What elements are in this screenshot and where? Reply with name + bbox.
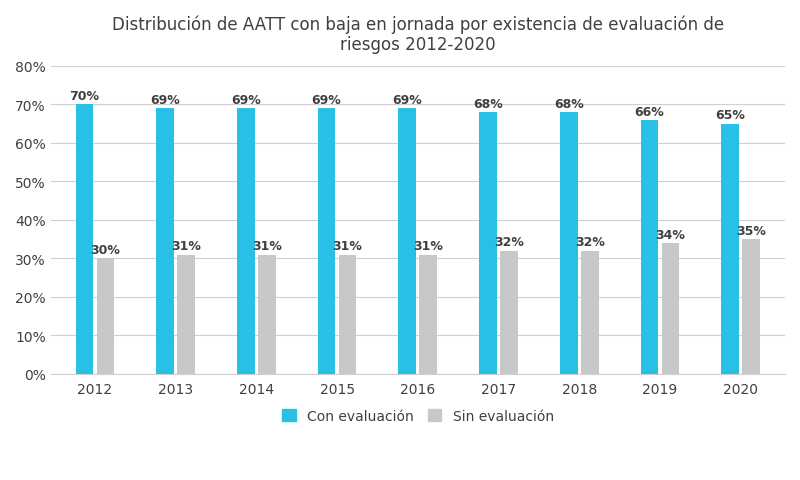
Bar: [258, 255, 276, 374]
Title: Distribución de AATT con baja en jornada por existencia de evaluación de
riesgos: Distribución de AATT con baja en jornada…: [112, 15, 724, 54]
Bar: [398, 109, 416, 374]
Bar: [338, 255, 357, 374]
Bar: [722, 124, 739, 374]
Text: 31%: 31%: [252, 240, 282, 252]
Text: 65%: 65%: [715, 109, 745, 122]
Bar: [662, 243, 679, 374]
Bar: [178, 255, 195, 374]
Text: 35%: 35%: [736, 224, 766, 237]
Text: 69%: 69%: [231, 94, 261, 107]
Bar: [641, 120, 658, 374]
Bar: [318, 109, 335, 374]
Bar: [156, 109, 174, 374]
Text: 31%: 31%: [333, 240, 362, 252]
Bar: [479, 113, 497, 374]
Bar: [560, 113, 578, 374]
Bar: [500, 251, 518, 374]
Text: 30%: 30%: [90, 243, 121, 256]
Text: 31%: 31%: [171, 240, 201, 252]
Bar: [237, 109, 254, 374]
Legend: Con evaluación, Sin evaluación: Con evaluación, Sin evaluación: [276, 404, 559, 429]
Bar: [97, 259, 114, 374]
Text: 66%: 66%: [634, 105, 664, 118]
Text: 32%: 32%: [494, 236, 524, 249]
Text: 69%: 69%: [150, 94, 180, 107]
Text: 68%: 68%: [554, 97, 583, 110]
Text: 69%: 69%: [393, 94, 422, 107]
Text: 68%: 68%: [473, 97, 503, 110]
Bar: [419, 255, 437, 374]
Text: 34%: 34%: [655, 228, 686, 241]
Bar: [76, 105, 94, 374]
Text: 70%: 70%: [70, 90, 99, 103]
Bar: [581, 251, 598, 374]
Text: 32%: 32%: [574, 236, 605, 249]
Text: 69%: 69%: [312, 94, 342, 107]
Bar: [742, 240, 760, 374]
Text: 31%: 31%: [414, 240, 443, 252]
